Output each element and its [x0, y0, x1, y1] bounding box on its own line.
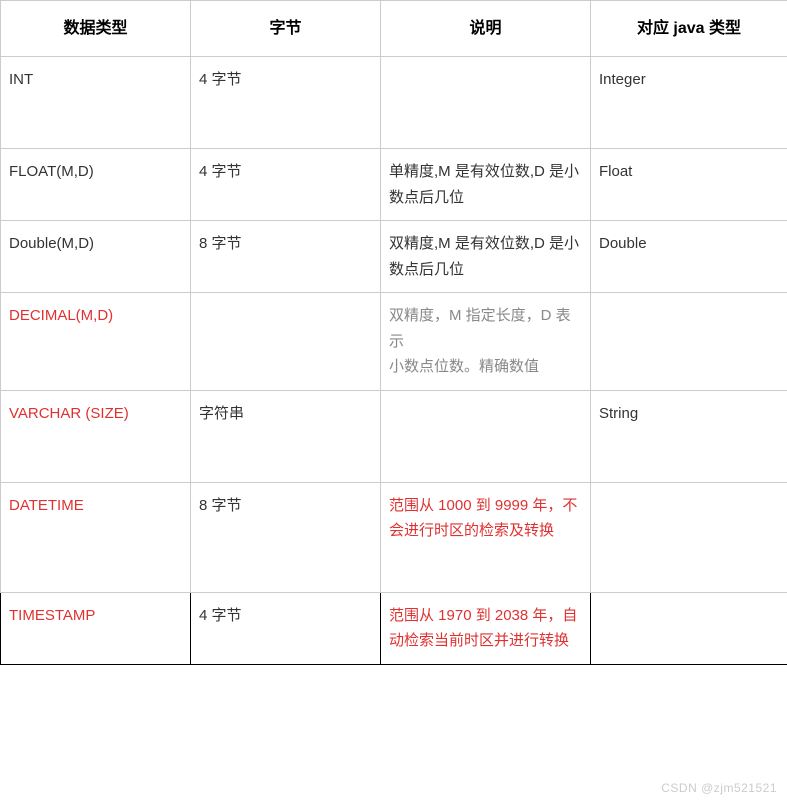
cell-java — [591, 592, 787, 664]
watermark: CSDN @zjm521521 — [661, 781, 777, 795]
table-row: TIMESTAMP4 字节范围从 1970 到 2038 年，自动检索当前时区并… — [1, 592, 787, 664]
cell-bytes: 字符串 — [191, 390, 381, 482]
cell-desc — [381, 57, 591, 149]
cell-java: String — [591, 390, 787, 482]
cell-bytes: 8 字节 — [191, 221, 381, 293]
cell-type: DECIMAL(M,D) — [1, 293, 191, 391]
cell-bytes: 4 字节 — [191, 592, 381, 664]
cell-bytes — [191, 293, 381, 391]
table-row: FLOAT(M,D)4 字节单精度,M 是有效位数,D 是小数点后几位Float — [1, 149, 787, 221]
table-row: Double(M,D)8 字节双精度,M 是有效位数,D 是小数点后几位Doub… — [1, 221, 787, 293]
cell-desc — [381, 390, 591, 482]
cell-bytes: 4 字节 — [191, 57, 381, 149]
table-header: 数据类型 字节 说明 对应 java 类型 — [1, 1, 787, 57]
cell-desc: 范围从 1000 到 9999 年，不会进行时区的检索及转换 — [381, 482, 591, 592]
cell-bytes: 8 字节 — [191, 482, 381, 592]
cell-type: Double(M,D) — [1, 221, 191, 293]
cell-bytes: 4 字节 — [191, 149, 381, 221]
col-header-type: 数据类型 — [1, 1, 191, 57]
cell-desc: 范围从 1970 到 2038 年，自动检索当前时区并进行转换 — [381, 592, 591, 664]
cell-type: FLOAT(M,D) — [1, 149, 191, 221]
cell-java: Integer — [591, 57, 787, 149]
cell-type: INT — [1, 57, 191, 149]
cell-java: Double — [591, 221, 787, 293]
cell-type: TIMESTAMP — [1, 592, 191, 664]
table-row: DECIMAL(M,D) 双精度，M 指定长度，D 表示 小数点位数。精确数值 — [1, 293, 787, 391]
cell-desc: 单精度,M 是有效位数,D 是小数点后几位 — [381, 149, 591, 221]
table-row: VARCHAR (SIZE)字符串 String — [1, 390, 787, 482]
col-header-desc: 说明 — [381, 1, 591, 57]
table-row: INT4 字节 Integer — [1, 57, 787, 149]
cell-java — [591, 482, 787, 592]
cell-type: DATETIME — [1, 482, 191, 592]
col-header-java: 对应 java 类型 — [591, 1, 787, 57]
data-types-table: 数据类型 字节 说明 对应 java 类型 INT4 字节IntegerFLOA… — [0, 0, 787, 665]
col-header-bytes: 字节 — [191, 1, 381, 57]
cell-java: Float — [591, 149, 787, 221]
table-body: INT4 字节IntegerFLOAT(M,D)4 字节单精度,M 是有效位数,… — [1, 57, 787, 665]
cell-desc: 双精度,M 是有效位数,D 是小数点后几位 — [381, 221, 591, 293]
table-row: DATETIME8 字节范围从 1000 到 9999 年，不会进行时区的检索及… — [1, 482, 787, 592]
cell-type: VARCHAR (SIZE) — [1, 390, 191, 482]
cell-desc: 双精度，M 指定长度，D 表示 小数点位数。精确数值 — [381, 293, 591, 391]
cell-java — [591, 293, 787, 391]
